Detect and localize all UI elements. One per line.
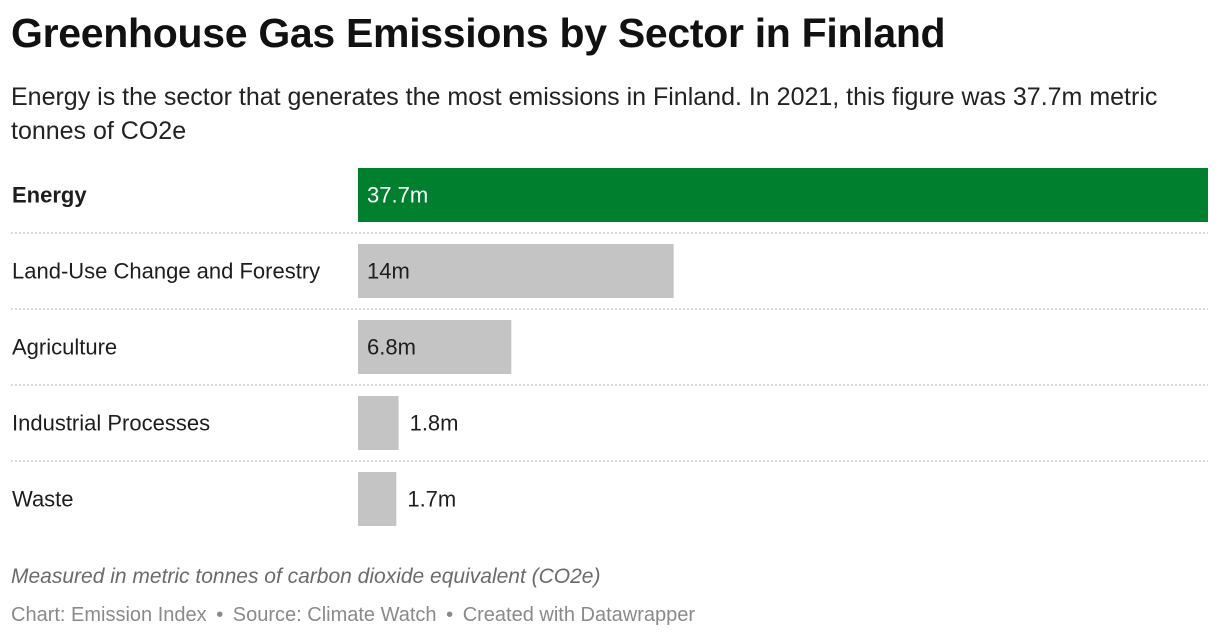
chart-notes: Measured in metric tonnes of carbon diox… (11, 565, 601, 588)
footer-separator: • (216, 604, 224, 626)
bar (358, 472, 397, 526)
value-label: 1.7m (407, 487, 456, 512)
value-label: 6.8m (367, 335, 416, 360)
chart-title: Greenhouse Gas Emissions by Sector in Fi… (11, 10, 946, 56)
bar (358, 244, 674, 298)
category-label: Waste (12, 487, 74, 512)
category-label: Agriculture (12, 335, 117, 360)
chart-footer: Chart: Emission Index • Source: Climate … (11, 604, 695, 627)
value-label: 1.8m (410, 411, 459, 436)
chart-subtitle: Energy is the sector that generates the … (11, 83, 1158, 145)
value-label: 14m (367, 259, 410, 284)
source-credit: Source: Climate Watch (232, 604, 437, 626)
datawrapper-credit: Created with Datawrapper (462, 604, 696, 626)
category-label: Energy (12, 183, 87, 208)
category-label: Industrial Processes (12, 411, 210, 436)
category-label: Land-Use Change and Forestry (12, 259, 320, 284)
bar (358, 396, 399, 450)
bar (358, 320, 512, 374)
bar-chart: Energy 37.7m Land-Use Change and Forestry 1… (11, 168, 1208, 526)
bar (358, 168, 1208, 222)
chart-credit: Chart: Emission Index (11, 604, 207, 626)
footer-separator: • (446, 604, 454, 626)
value-label: 37.7m (367, 183, 428, 208)
